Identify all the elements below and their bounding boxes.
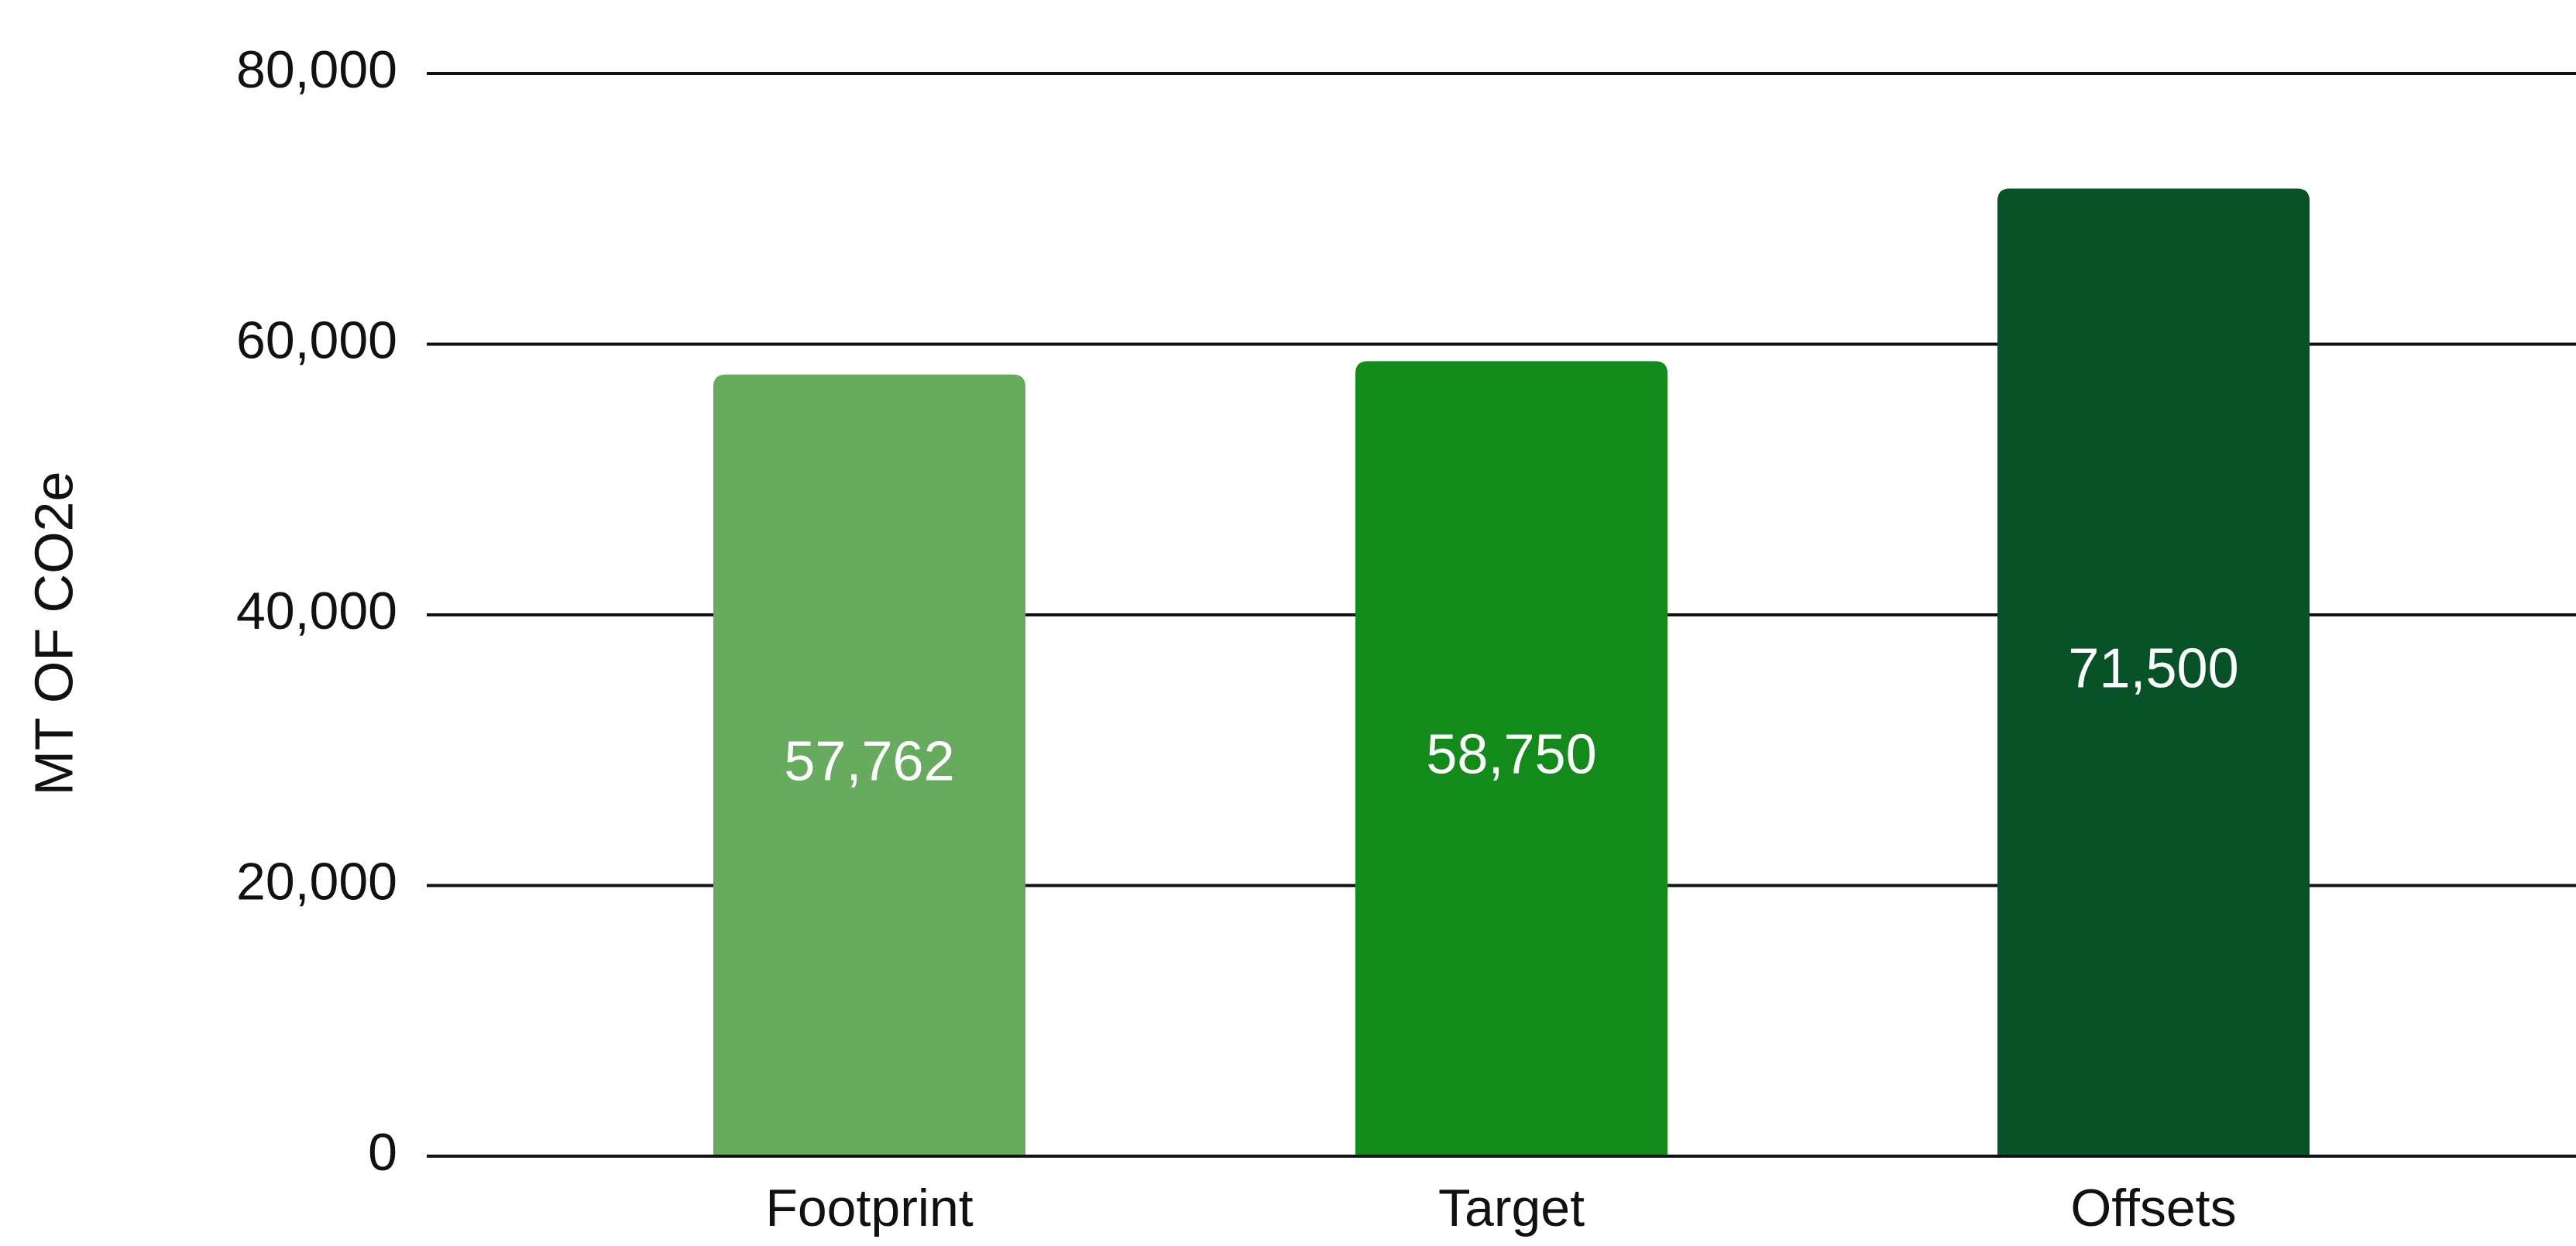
y-tick-label: 0 xyxy=(368,1123,397,1182)
y-tick-label: 80,000 xyxy=(236,40,397,99)
y-tick-label: 60,000 xyxy=(236,311,397,369)
x-tick-label: Footprint xyxy=(765,1179,973,1237)
y-axis-title: MT OF CO2e xyxy=(23,472,84,796)
x-tick-label: Offsets xyxy=(2070,1179,2236,1237)
bar xyxy=(1355,361,1668,1156)
x-tick-label: Target xyxy=(1438,1179,1585,1237)
value-label: 57,762 xyxy=(784,730,954,792)
y-tick-label: 20,000 xyxy=(236,852,397,911)
value-label: 58,750 xyxy=(1426,724,1596,786)
y-tick-label: 40,000 xyxy=(236,582,397,640)
value-label: 71,500 xyxy=(2068,637,2238,699)
bar xyxy=(713,374,1025,1157)
bar xyxy=(1997,188,2310,1157)
